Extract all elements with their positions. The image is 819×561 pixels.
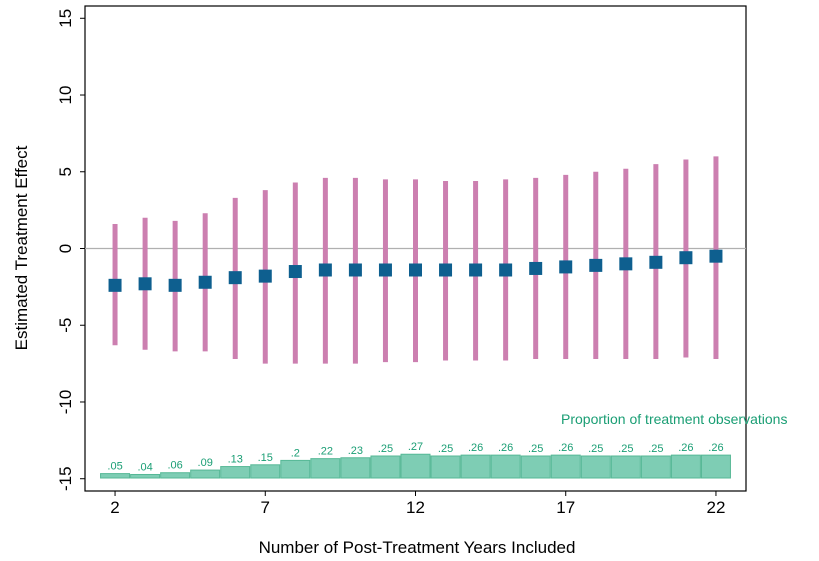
proportion-bar-label: .26 <box>498 442 513 454</box>
proportion-bar-label: .22 <box>318 446 333 458</box>
point-estimates <box>108 249 723 292</box>
proportion-bar-label: .26 <box>678 442 693 454</box>
proportion-bar <box>670 454 701 479</box>
proportion-bar <box>400 453 431 479</box>
x-tick-label: 17 <box>556 498 575 517</box>
point-estimate <box>709 249 723 263</box>
proportion-bar-label: .25 <box>618 443 633 455</box>
proportion-bar <box>280 459 311 479</box>
proportion-bar-label: .25 <box>648 443 663 455</box>
y-tick-label: -10 <box>56 390 75 415</box>
bar-annotation: Proportion of treatment observations <box>561 411 787 427</box>
y-tick-label: 0 <box>56 244 75 253</box>
proportion-bar-label: .27 <box>408 441 423 453</box>
proportion-bar-label: .09 <box>198 457 213 469</box>
point-estimate <box>499 263 513 277</box>
point-estimate <box>168 278 182 292</box>
proportion-bar-label: .23 <box>348 445 363 457</box>
proportion-bar <box>610 455 641 479</box>
point-estimate <box>649 255 663 269</box>
proportion-bar <box>490 454 521 479</box>
point-estimate <box>348 263 362 277</box>
proportion-bar-label: .06 <box>167 460 182 472</box>
y-axis-title: Estimated Treatment Effect <box>12 145 31 350</box>
proportion-bar-label: .26 <box>558 442 573 454</box>
proportion-bar-label: .25 <box>378 443 393 455</box>
point-estimate <box>619 257 633 271</box>
x-axis-ticks: 2 7 12 17 22 <box>110 491 725 517</box>
proportion-bar <box>520 455 551 479</box>
point-estimate <box>529 261 543 275</box>
point-estimate <box>258 269 272 283</box>
point-estimate <box>228 271 242 285</box>
proportion-bar <box>640 455 671 479</box>
x-tick-label: 22 <box>706 498 725 517</box>
proportion-bars: .05 .04 .06 .09 .13 .15 .2 .22 .23 .25 .27 .25 .26 .2… <box>100 441 731 479</box>
proportion-bar <box>100 473 131 479</box>
proportion-bar <box>340 457 371 479</box>
x-tick-label: 12 <box>406 498 425 517</box>
proportion-bar-label: .26 <box>468 442 483 454</box>
point-estimate <box>679 251 693 265</box>
point-estimate <box>138 277 152 291</box>
proportion-bar <box>220 466 251 479</box>
proportion-bar-label: .25 <box>588 443 603 455</box>
proportion-bar-label: .25 <box>438 443 453 455</box>
point-estimate <box>589 258 603 272</box>
proportion-bar <box>700 454 731 479</box>
proportion-bar-label: .04 <box>137 461 152 473</box>
point-estimate <box>378 263 392 277</box>
proportion-bar-label: .25 <box>528 443 543 455</box>
x-tick-label: 2 <box>110 498 119 517</box>
point-estimate <box>469 263 483 277</box>
proportion-bar <box>460 454 491 479</box>
proportion-bar <box>130 473 161 479</box>
x-tick-label: 7 <box>261 498 270 517</box>
proportion-bar <box>160 472 191 479</box>
y-axis-ticks: -15 -10 -5 0 5 10 15 <box>56 9 85 491</box>
proportion-bar-label: .13 <box>228 454 243 466</box>
proportion-bar <box>250 464 281 479</box>
point-estimate <box>559 260 573 274</box>
proportion-bar <box>430 455 461 479</box>
proportion-bar <box>580 455 611 479</box>
point-estimate <box>288 265 302 279</box>
y-tick-label: -5 <box>56 318 75 333</box>
y-tick-label: 15 <box>56 9 75 28</box>
y-tick-label: 5 <box>56 167 75 176</box>
x-axis-title: Number of Post-Treatment Years Included <box>259 538 576 557</box>
proportion-bar <box>550 454 581 479</box>
proportion-bar <box>310 458 341 479</box>
proportion-bar-label: .05 <box>107 461 122 473</box>
point-estimate <box>409 263 422 277</box>
point-estimate <box>318 263 332 277</box>
point-estimate <box>198 275 212 289</box>
proportion-bar-label: .2 <box>291 447 300 459</box>
proportion-bar <box>370 455 401 479</box>
point-estimate <box>108 278 122 292</box>
point-estimate <box>439 263 453 277</box>
proportion-bar <box>190 469 221 479</box>
y-tick-label: -15 <box>56 466 75 491</box>
proportion-bar-label: .26 <box>708 442 723 454</box>
y-tick-label: 10 <box>56 86 75 105</box>
proportion-bar-label: .15 <box>258 452 273 464</box>
